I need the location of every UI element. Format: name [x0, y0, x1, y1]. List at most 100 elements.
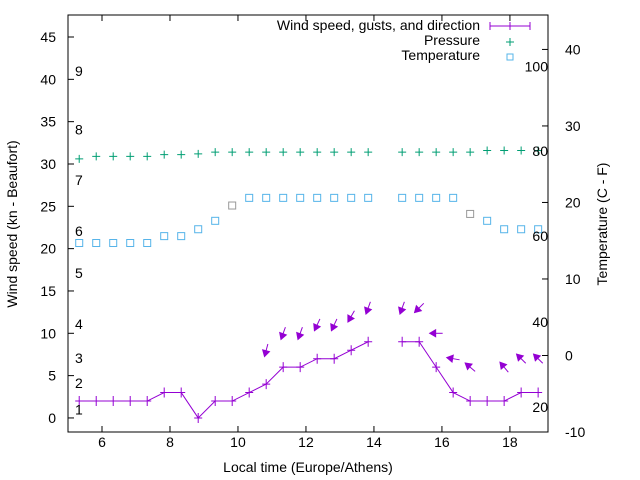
- wind-speed-point: [466, 396, 475, 407]
- beaufort-label: 4: [75, 316, 83, 332]
- temperature-point: [75, 239, 84, 248]
- pressure-point: [228, 148, 237, 157]
- wind-arrow-head: [364, 306, 373, 315]
- wind-speed-point: [143, 396, 152, 407]
- y-tick-label: 40: [40, 71, 56, 87]
- wind-direction-arrow: [296, 327, 305, 341]
- wind-arrow-head: [398, 306, 407, 315]
- y2-tick-label: 30: [565, 118, 581, 134]
- pressure-point: [75, 154, 84, 163]
- x-tick-label: 18: [502, 434, 518, 450]
- wind-direction-arrow: [413, 302, 425, 314]
- wind-speed-point: [92, 396, 101, 407]
- wind-direction-arrow: [532, 353, 544, 364]
- wind-arrow-head: [445, 354, 454, 363]
- wind-arrow-head: [532, 353, 542, 362]
- temperature-point: [109, 239, 118, 248]
- wind-arrow-head: [515, 353, 525, 362]
- plot-frame: [67, 14, 549, 433]
- legend-label-wind: Wind speed, gusts, and direction: [277, 17, 480, 33]
- beaufort-label: 7: [75, 172, 83, 188]
- fahrenheit-label: 40: [532, 314, 548, 330]
- temperature-point: [415, 193, 424, 202]
- wind-arrow-head: [499, 361, 508, 370]
- wind-arrow-head: [296, 331, 305, 341]
- pressure-point: [398, 148, 407, 157]
- legend-label-pressure: Pressure: [424, 32, 480, 48]
- wind-speed-point: [126, 396, 135, 407]
- wind-speed-point: [347, 345, 356, 356]
- temperature-point: [92, 239, 101, 248]
- pressure-point: [296, 148, 305, 157]
- pressure-point: [415, 148, 424, 157]
- pressure-point: [177, 150, 186, 159]
- pressure-point: [245, 148, 254, 157]
- y2-tick-label: 40: [565, 41, 581, 57]
- wind-direction-arrow: [364, 301, 373, 315]
- wind-arrow-head: [428, 328, 437, 338]
- wind-direction-arrow: [330, 318, 339, 332]
- y-tick-label: 30: [40, 156, 56, 172]
- wind-speed-point: [483, 396, 492, 407]
- x-tick-label: 12: [298, 434, 314, 450]
- temperature-point: [432, 193, 441, 202]
- wind-speed-point: [296, 362, 305, 373]
- wind-speed-point: [177, 387, 186, 398]
- wind-speed-point: [109, 396, 118, 407]
- x-tick-label: 14: [366, 434, 382, 450]
- x-tick-label: 10: [230, 434, 246, 450]
- temperature-point: [296, 193, 305, 202]
- pressure-point: [364, 148, 373, 157]
- y2-tick-label: 10: [565, 271, 581, 287]
- legend: Wind speed, gusts, and direction Pressur…: [277, 17, 531, 63]
- wind-speed-point: [517, 387, 526, 398]
- pressure-point: [347, 148, 356, 157]
- y-tick-label: 10: [40, 325, 56, 341]
- y-tick-label: 25: [40, 198, 56, 214]
- wind-speed-point: [398, 336, 407, 347]
- temperature-point: [483, 216, 492, 225]
- wind-direction-arrow: [499, 361, 509, 373]
- wind-speed-point: [432, 362, 441, 373]
- temperature-point: [364, 193, 373, 202]
- legend-wind-sample: [489, 22, 531, 30]
- x-tick-label: 8: [166, 434, 174, 450]
- y-tick-label: 20: [40, 241, 56, 257]
- temperature-point: [534, 225, 543, 234]
- wind-arrow-head: [347, 314, 355, 323]
- wind-speed-point: [245, 387, 254, 398]
- temperature-point: [347, 193, 356, 202]
- wind-speed-point: [534, 387, 543, 398]
- pressure-point: [466, 148, 475, 157]
- y-tick-label: 15: [40, 283, 56, 299]
- x-tick-label: 6: [98, 434, 106, 450]
- wind-speed-point: [313, 353, 322, 364]
- pressure-point: [483, 146, 492, 155]
- x-axis-label: Local time (Europe/Athens): [223, 459, 393, 475]
- wind-speed-point: [415, 336, 424, 347]
- wind-direction-arrow: [428, 328, 443, 338]
- pressure-point: [126, 152, 135, 161]
- temperature-point: [262, 193, 271, 202]
- beaufort-label: 3: [75, 350, 83, 366]
- temperature-point: [194, 225, 203, 234]
- pressure-point: [109, 152, 118, 161]
- fahrenheit-label: 20: [532, 399, 548, 415]
- y-axis-label: Wind speed (kn - Beaufort): [4, 140, 20, 307]
- beaufort-label: 8: [75, 121, 83, 137]
- wind-speed-point: [364, 336, 373, 347]
- wind-arrow-head: [464, 362, 473, 371]
- fahrenheit-label: 80: [532, 143, 548, 159]
- wind-arrow-head: [313, 322, 322, 332]
- temperature-point: [211, 216, 220, 225]
- wind-direction-arrow: [464, 362, 476, 372]
- temperature-point: [143, 239, 152, 248]
- wind-arrow-head: [330, 322, 339, 332]
- wind-direction-arrow: [313, 318, 322, 332]
- wind-speed-point: [500, 396, 509, 407]
- pressure-point: [92, 152, 101, 161]
- wind-direction-arrow: [261, 343, 271, 358]
- pressure-point: [500, 146, 509, 155]
- pressure-point: [330, 148, 339, 157]
- wind-speed-point: [228, 396, 237, 407]
